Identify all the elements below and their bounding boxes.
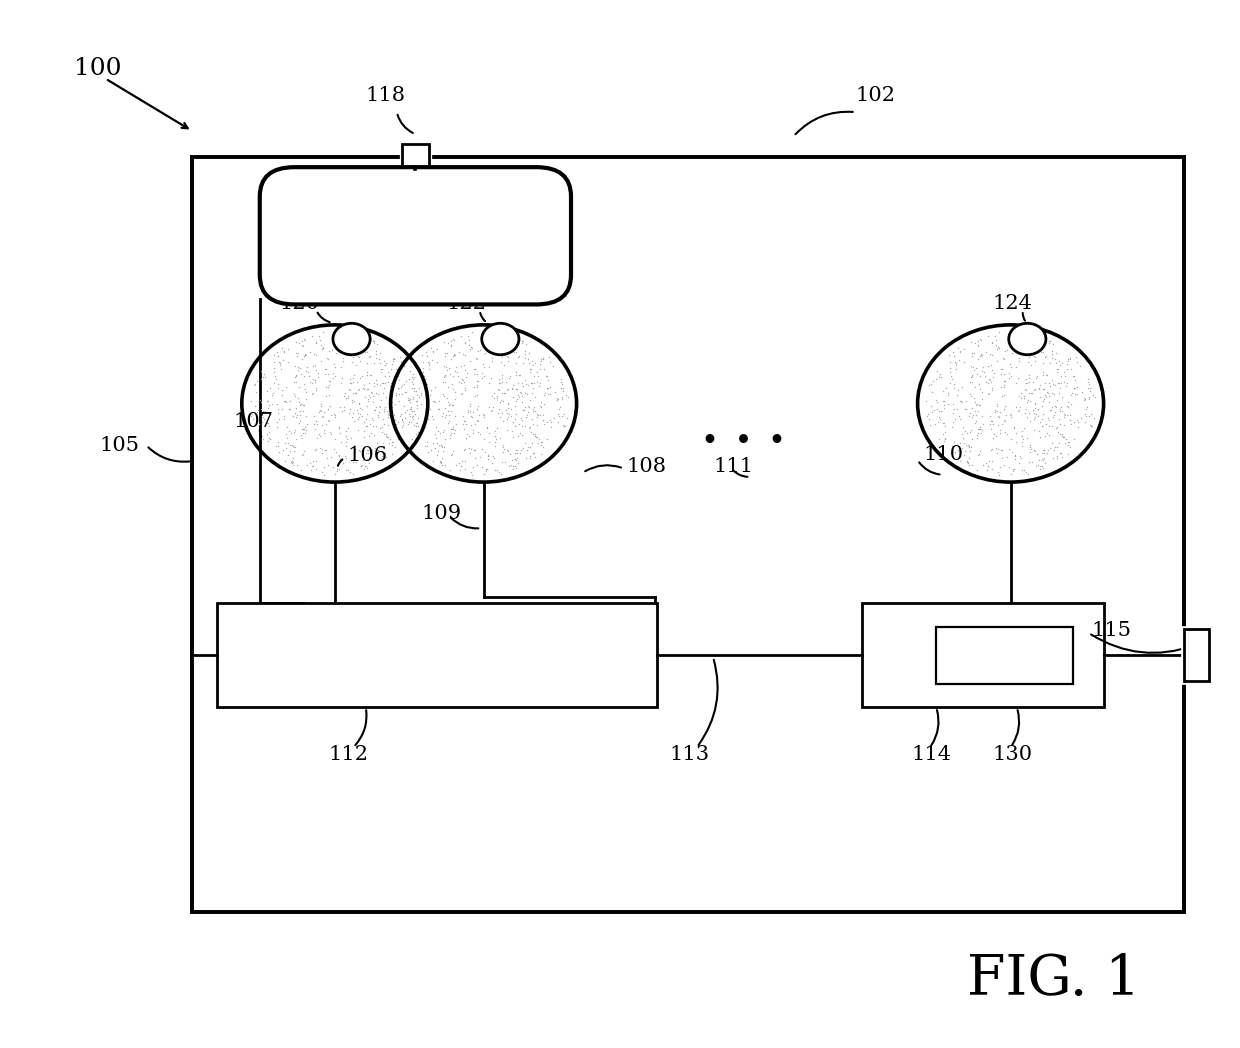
Text: 110: 110 [924,445,963,464]
Text: 118: 118 [366,86,405,105]
Bar [1184,629,1209,681]
Text: 111: 111 [713,457,753,476]
Text: 109: 109 [422,504,461,523]
Text: 108: 108 [626,457,666,476]
Text: 113: 113 [670,745,709,764]
Text: 100: 100 [74,57,122,80]
Circle shape [481,323,520,354]
Circle shape [918,325,1104,482]
Bar [862,603,1104,707]
Text: 105: 105 [99,436,139,455]
Text: 120: 120 [279,294,319,313]
Bar [936,627,1073,684]
Text: 115: 115 [1091,621,1131,640]
Text: 130: 130 [992,745,1032,764]
Bar [217,603,657,707]
Bar [192,157,1184,912]
Text: 114: 114 [911,745,951,764]
Circle shape [1008,323,1045,354]
Text: FIG. 1: FIG. 1 [967,953,1141,1007]
Bar [402,144,429,169]
Text: 124: 124 [992,294,1032,313]
Text: 112: 112 [329,745,368,764]
FancyBboxPatch shape [260,167,570,304]
Text: 122: 122 [446,294,486,313]
Text: •  •  •: • • • [703,429,785,452]
Circle shape [242,325,428,482]
Text: 104: 104 [521,216,560,235]
Text: 102: 102 [856,86,895,105]
Circle shape [391,325,577,482]
Text: 106: 106 [347,446,387,465]
Text: 107: 107 [233,412,273,431]
Circle shape [332,323,371,354]
